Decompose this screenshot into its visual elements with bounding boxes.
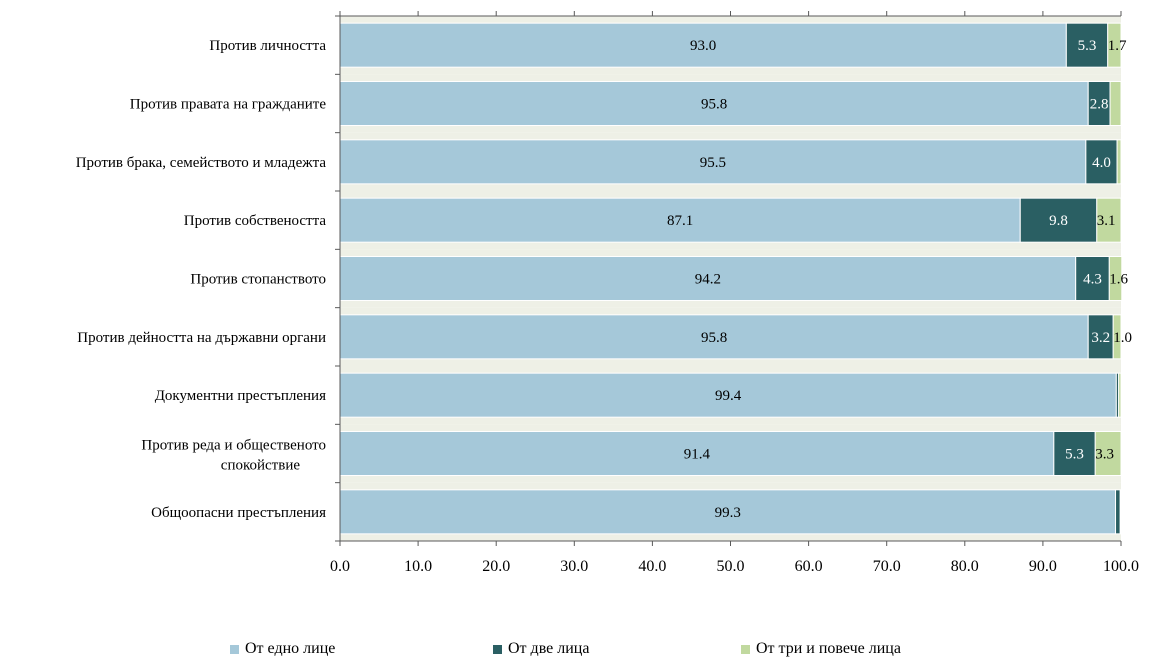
bar-6-series-1: [339, 314, 1089, 360]
x-tick-label-8: 80.0: [951, 558, 979, 575]
data-label-8-series-3: 3.3: [1095, 447, 1114, 463]
data-label-6-series-2: 3.2: [1091, 330, 1110, 346]
bar-3-series-2: [1085, 139, 1118, 185]
legend-item-series-2: От две лица: [493, 640, 589, 658]
bar-4-series-1: [339, 197, 1021, 243]
x-tick-label-4: 40.0: [638, 558, 666, 575]
category-label-4: Против собствеността: [184, 213, 327, 229]
data-label-1-series-1: 93.0: [690, 38, 716, 54]
data-label-1-series-2: 5.3: [1078, 38, 1097, 54]
bar-7-series-3: [1118, 372, 1122, 418]
x-tick-label-5: 50.0: [717, 558, 745, 575]
data-label-9-series-1: 99.3: [715, 505, 741, 521]
data-label-3-series-2: 4.0: [1092, 155, 1111, 171]
x-tick-label-10: 100.0: [1103, 558, 1139, 575]
category-label-1: Против личността: [209, 38, 326, 54]
bar-5-series-1: [339, 256, 1077, 301]
data-label-6-series-1: 95.8: [701, 330, 727, 346]
data-label-8-series-1: 91.4: [684, 447, 711, 463]
x-tick-label-1: 10.0: [404, 558, 432, 575]
legend: От едно лице От две лица От три и повече…: [0, 640, 1149, 664]
data-label-4-series-2: 9.8: [1049, 213, 1068, 229]
bar-1-series-3: [1107, 22, 1122, 68]
bar-9-series-2: [1115, 489, 1121, 535]
data-label-5-series-2: 4.3: [1083, 272, 1102, 288]
legend-swatch-series-1: [230, 644, 239, 654]
data-label-2-series-1: 95.8: [701, 97, 727, 113]
category-label-6: Против дейността на държавни органи: [77, 330, 326, 346]
legend-label-series-2: От две лица: [508, 640, 590, 657]
legend-item-series-1: От едно лице: [230, 640, 335, 658]
bar-5-series-3: [1108, 256, 1123, 301]
data-label-6-series-3: 1.0: [1113, 330, 1132, 346]
bar-2-series-1: [339, 81, 1089, 126]
stacked-bar-chart: 93.0 5.3 1.7 Против личността 95.8 2.8 Против …: [76, 11, 1139, 575]
legend-swatch-series-2: [493, 644, 502, 654]
legend-label-series-1: От едно лице: [245, 640, 336, 657]
data-label-8-series-2: 5.3: [1065, 447, 1084, 463]
data-label-4-series-1: 87.1: [667, 213, 693, 229]
bar-8-series-1: [339, 431, 1055, 476]
legend-item-series-3: От три и повече лица: [741, 640, 901, 658]
bar-6-series-2: [1087, 314, 1114, 360]
category-label-2: Против правата на гражданите: [130, 97, 327, 113]
bar-4-series-2: [1019, 197, 1098, 243]
bar-5-series-2: [1075, 256, 1110, 301]
data-label-2-series-2: 2.8: [1090, 97, 1109, 113]
data-label-4-series-3: 3.1: [1097, 213, 1116, 229]
category-label-3: Против брака, семейството и младежта: [76, 155, 327, 171]
data-label-5-series-3: 1.6: [1109, 272, 1128, 288]
data-label-1-series-3: 1.7: [1108, 38, 1127, 54]
x-tick-label-9: 90.0: [1029, 558, 1057, 575]
x-tick-label-6: 60.0: [795, 558, 823, 575]
legend-label-series-3: От три и повече лица: [756, 640, 901, 657]
legend-swatch-series-3: [741, 644, 750, 654]
category-label-8: Против реда и общественото спокойствие: [141, 438, 326, 474]
bar-8-series-2: [1053, 431, 1096, 476]
bar-4-series-3: [1096, 197, 1122, 243]
bar-7-series-1: [339, 372, 1117, 418]
data-label-5-series-1: 94.2: [695, 272, 721, 288]
bar-3-series-3: [1116, 139, 1122, 185]
bar-9-series-3: [1119, 489, 1122, 535]
category-label-7: Документни престъпления: [155, 388, 326, 404]
x-tick-label-0: 0.0: [330, 558, 350, 575]
category-label-9: Общоопасни престъпления: [151, 505, 326, 521]
data-label-7-series-1: 99.4: [715, 388, 742, 404]
category-label-5: Против стопанството: [190, 272, 326, 288]
x-tick-label-3: 30.0: [560, 558, 588, 575]
bar-2-series-3: [1109, 81, 1122, 126]
x-tick-label-7: 70.0: [873, 558, 901, 575]
bar-6-series-3: [1112, 314, 1122, 360]
bar-8-series-3: [1094, 431, 1122, 476]
x-tick-label-2: 20.0: [482, 558, 510, 575]
data-label-3-series-1: 95.5: [700, 155, 726, 171]
